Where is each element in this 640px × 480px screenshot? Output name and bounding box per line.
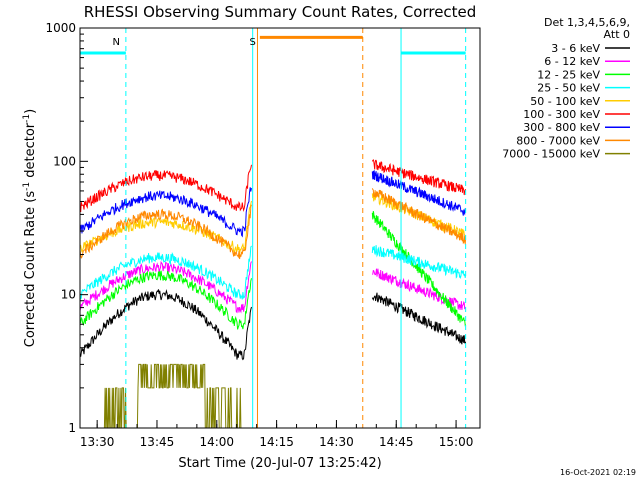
timestamp: 16-Oct-2021 02:19	[560, 468, 636, 477]
chart-title: RHESSI Observing Summary Count Rates, Co…	[84, 3, 477, 21]
y-tick-label-3: 1000	[45, 21, 76, 35]
series-line-6	[79, 170, 467, 238]
x-tick-label-6: 15:00	[439, 435, 474, 449]
series-line-5	[79, 159, 467, 213]
x-tick-label-3: 14:15	[259, 435, 294, 449]
series-line-8	[80, 363, 466, 429]
legend-label-5: 100 - 300 keV	[523, 108, 600, 121]
annotation-label-0: N	[113, 37, 120, 48]
legend-label-7: 800 - 7000 keV	[516, 134, 600, 147]
y-axis: 1 10 100 1000	[45, 21, 88, 435]
legend-label-6: 300 - 800 keV	[523, 121, 600, 134]
x-tick-label-5: 14:45	[379, 435, 414, 449]
x-tick-label-2: 14:00	[199, 435, 234, 449]
legend-label-1: 6 - 12 keV	[544, 55, 600, 68]
annotation-label-1: S	[250, 37, 256, 48]
plot-frame	[79, 27, 481, 429]
y-tick-label-2: 100	[53, 154, 76, 168]
series-layer	[79, 159, 467, 429]
legend-label-8: 7000 - 15000 keV	[502, 148, 600, 161]
x-tick-label-0: 13:30	[80, 435, 115, 449]
legend-header-att: Att 0	[604, 28, 630, 41]
series-line-1	[79, 260, 467, 314]
x-axis: 13:30 13:45 14:00 14:15 14:30 14:45 15:00	[80, 420, 474, 449]
y-tick-label-0: 1	[68, 421, 76, 435]
legend-label-4: 50 - 100 keV	[530, 95, 600, 108]
series-line-3	[79, 245, 467, 300]
y-axis-label: Corrected Count Rate (s-1 detector-1)	[22, 109, 38, 347]
x-axis-label: Start Time (20-Jul-07 13:25:42)	[178, 456, 381, 471]
legend-label-0: 3 - 6 keV	[551, 42, 600, 55]
series-line-7	[79, 188, 467, 260]
x-tick-label-1: 13:45	[140, 435, 175, 449]
legend-label-3: 25 - 50 keV	[537, 82, 600, 95]
legend-label-2: 12 - 25 keV	[537, 68, 600, 81]
series-line-0	[79, 288, 467, 361]
legend-header: Det 1,3,4,5,6,9,	[544, 16, 630, 29]
y-tick-label-1: 10	[61, 288, 76, 302]
x-tick-label-4: 14:30	[319, 435, 354, 449]
